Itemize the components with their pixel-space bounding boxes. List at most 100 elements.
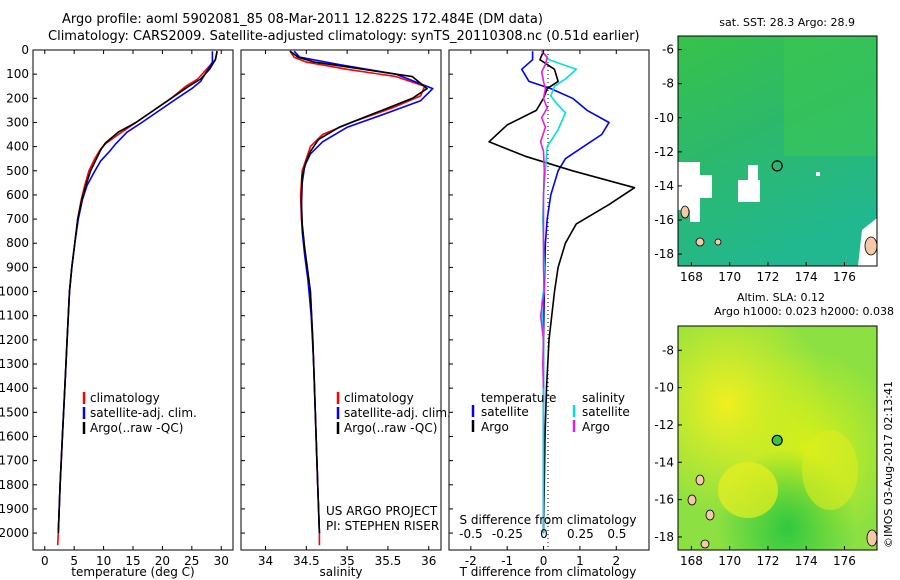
temperature-axis-label: temperature (deg C) <box>71 565 194 579</box>
x-tick-label: 20 <box>155 554 170 568</box>
sla-map-title-line2: Argo h1000: 0.023 h2000: 0.038 <box>714 305 894 318</box>
island-outline <box>687 494 697 506</box>
y-tick-label: 300 <box>6 115 29 129</box>
legend-label-satellite: satellite-adj. clim. <box>344 406 451 420</box>
map-y-tick-label: -14 <box>654 179 674 193</box>
map-x-tick-label: 174 <box>795 554 818 568</box>
salinity-legend: climatology satellite-adj. clim. Argo(..… <box>336 391 451 435</box>
x-tick-label: 35.5 <box>375 554 402 568</box>
map-x-tick-label: 170 <box>718 270 741 284</box>
sla-high-anomaly <box>718 462 778 518</box>
y-tick-label: 1000 <box>0 285 29 299</box>
s-tick-label: -0.5 <box>459 527 482 541</box>
map-x-tick-label: 172 <box>756 554 779 568</box>
sst-cloud-gap <box>738 180 760 202</box>
map-y-tick-label: -12 <box>654 145 674 159</box>
s-difference-axis-label: S difference from climatology <box>460 513 637 527</box>
island-outline <box>864 236 878 256</box>
legend-title-temperature: temperature <box>481 391 556 405</box>
x-tick-label: 25 <box>184 554 199 568</box>
temperature-series-group <box>56 51 218 546</box>
y-tick-label: 1800 <box>0 478 29 492</box>
map-y-tick-label: -10 <box>654 381 674 395</box>
map-y-tick-label: -18 <box>654 247 674 261</box>
y-tick-label: 400 <box>6 140 29 154</box>
x-tick-label: 1 <box>576 554 584 568</box>
sla-map-frame <box>677 325 878 551</box>
argo-float-marker <box>771 434 783 446</box>
island-outline <box>866 529 878 547</box>
y-tick-label: 1900 <box>0 502 29 516</box>
imos-credit: ©IMOS 03-Aug-2017 02:13:41 <box>882 381 895 548</box>
sla-high-anomaly <box>802 430 858 510</box>
y-tick-label: 600 <box>6 188 29 202</box>
sst-cloud-gap <box>748 165 758 181</box>
series-line-argo-raw-qc- <box>289 50 428 534</box>
temperature-axis-ticks: 0 5 10 15 20 25 30 <box>41 50 229 568</box>
island-outline <box>700 539 710 549</box>
x-tick-label: 36 <box>421 554 436 568</box>
legend-label-climatology: climatology <box>344 391 414 405</box>
series-line-salinity-argo <box>539 50 549 389</box>
x-tick-label: 0 <box>540 554 548 568</box>
difference-series-group <box>488 50 636 534</box>
x-tick-label: 30 <box>214 554 229 568</box>
sst-map-ticks: 168 170 172 174 176 -6 -8 -10 -12 -14 -16 -18 <box>654 43 856 284</box>
x-tick-label: 34.5 <box>293 554 320 568</box>
y-tick-label: 800 <box>6 236 29 250</box>
sst-warm-region <box>784 36 877 156</box>
y-tick-label: 1300 <box>0 357 29 371</box>
x-tick-label: 5 <box>70 554 78 568</box>
sla-map-title-line1: Altim. SLA: 0.12 <box>736 291 825 304</box>
y-tick-label: 1700 <box>0 454 29 468</box>
map-x-tick-label: 174 <box>795 270 818 284</box>
salinity-plot-frame <box>240 49 442 551</box>
sst-map-title: sat. SST: 28.3 Argo: 28.9 <box>719 16 855 29</box>
y-tick-label: 1200 <box>0 333 29 347</box>
y-tick-label: 1600 <box>0 429 29 443</box>
legend-label-argo: Argo(..raw -QC) <box>344 421 437 435</box>
map-y-tick-label: -10 <box>654 111 674 125</box>
pi-annotation: PI: STEPHEN RISER <box>326 519 439 533</box>
s-tick-label: -0.25 <box>492 527 523 541</box>
y-tick-label: 1400 <box>0 381 29 395</box>
argo-float-marker <box>771 160 783 172</box>
sla-map-panel: 168 170 172 174 176 -8 -10 -12 -14 -16 -18 <box>654 325 878 568</box>
legend-label-s-argo: Argo <box>582 420 610 434</box>
x-tick-label: 10 <box>96 554 111 568</box>
s-tick-label: 0 <box>540 527 548 541</box>
island-outline <box>695 474 705 486</box>
map-y-tick-label: -16 <box>654 493 674 507</box>
y-tick-label: 900 <box>6 260 29 274</box>
t-difference-axis-label: T difference from climatology <box>459 565 637 579</box>
map-x-tick-label: 170 <box>718 554 741 568</box>
temperature-legend: climatology satellite-adj. clim. Argo(..… <box>82 391 197 435</box>
map-y-tick-label: -14 <box>654 455 674 469</box>
y-tick-label: 100 <box>6 67 29 81</box>
t-difference-axis-ticks: -2 -1 0 1 2 <box>449 49 620 568</box>
map-x-tick-label: 176 <box>833 270 856 284</box>
figure-title-line1: Argo profile: aoml 5902081_85 08-Mar-201… <box>62 12 543 27</box>
legend-label-climatology: climatology <box>90 391 160 405</box>
sst-cloud-gap <box>816 172 820 176</box>
x-tick-label: 2 <box>612 554 620 568</box>
sst-map-frame <box>677 35 878 267</box>
y-tick-label: 1500 <box>0 405 29 419</box>
map-y-tick-label: -18 <box>654 530 674 544</box>
map-x-tick-label: 172 <box>756 270 779 284</box>
map-x-tick-label: 176 <box>833 554 856 568</box>
map-y-tick-label: -16 <box>654 213 674 227</box>
y-tick-label: 700 <box>6 212 29 226</box>
map-x-tick-label: 168 <box>680 270 703 284</box>
x-tick-label: -2 <box>465 554 477 568</box>
map-y-tick-label: -6 <box>662 43 674 57</box>
legend-title-salinity: salinity <box>582 391 625 405</box>
difference-plot-frame <box>448 49 650 551</box>
y-tick-label: 200 <box>6 91 29 105</box>
island-outline <box>714 238 722 246</box>
figure-title-line2: Climatology: CARS2009. Satellite-adjuste… <box>48 29 640 44</box>
x-tick-label: 35 <box>339 554 354 568</box>
map-y-tick-label: -8 <box>662 343 674 357</box>
map-x-tick-label: 168 <box>680 554 703 568</box>
